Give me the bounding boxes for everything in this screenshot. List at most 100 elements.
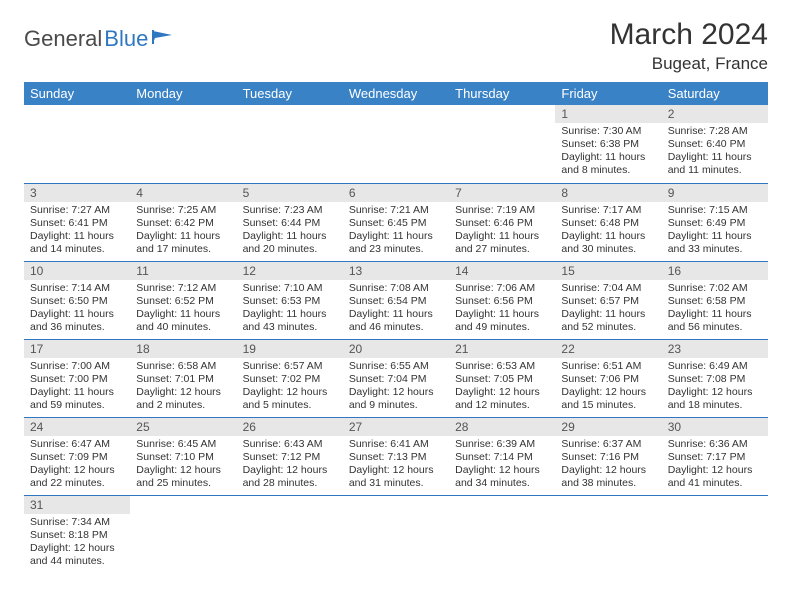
weekday-header: Tuesday xyxy=(237,82,343,105)
day-number xyxy=(555,496,661,514)
day-details: Sunrise: 6:39 AMSunset: 7:14 PMDaylight:… xyxy=(449,436,555,495)
day-details: Sunrise: 7:17 AMSunset: 6:48 PMDaylight:… xyxy=(555,202,661,261)
title-block: March 2024 Bugeat, France xyxy=(610,18,768,74)
day-number: 7 xyxy=(449,184,555,202)
day-details: Sunrise: 7:23 AMSunset: 6:44 PMDaylight:… xyxy=(237,202,343,261)
day-details: Sunrise: 7:25 AMSunset: 6:42 PMDaylight:… xyxy=(130,202,236,261)
calendar-cell xyxy=(343,105,449,183)
day-number: 31 xyxy=(24,496,130,514)
day-details: Sunrise: 7:12 AMSunset: 6:52 PMDaylight:… xyxy=(130,280,236,339)
day-number: 1 xyxy=(555,105,661,123)
calendar-cell: 25Sunrise: 6:45 AMSunset: 7:10 PMDayligh… xyxy=(130,417,236,495)
calendar-cell: 1Sunrise: 7:30 AMSunset: 6:38 PMDaylight… xyxy=(555,105,661,183)
day-number: 14 xyxy=(449,262,555,280)
day-details: Sunrise: 6:45 AMSunset: 7:10 PMDaylight:… xyxy=(130,436,236,495)
calendar-cell: 12Sunrise: 7:10 AMSunset: 6:53 PMDayligh… xyxy=(237,261,343,339)
day-number: 20 xyxy=(343,340,449,358)
day-details: Sunrise: 7:28 AMSunset: 6:40 PMDaylight:… xyxy=(662,123,768,182)
calendar-cell: 15Sunrise: 7:04 AMSunset: 6:57 PMDayligh… xyxy=(555,261,661,339)
day-number: 27 xyxy=(343,418,449,436)
calendar-cell xyxy=(237,105,343,183)
calendar-cell: 19Sunrise: 6:57 AMSunset: 7:02 PMDayligh… xyxy=(237,339,343,417)
day-details: Sunrise: 7:30 AMSunset: 6:38 PMDaylight:… xyxy=(555,123,661,182)
header: General Blue March 2024 Bugeat, France xyxy=(24,18,768,74)
calendar-cell: 2Sunrise: 7:28 AMSunset: 6:40 PMDaylight… xyxy=(662,105,768,183)
day-number: 8 xyxy=(555,184,661,202)
day-number: 12 xyxy=(237,262,343,280)
flag-icon xyxy=(152,29,174,50)
day-number xyxy=(343,496,449,514)
day-details: Sunrise: 6:55 AMSunset: 7:04 PMDaylight:… xyxy=(343,358,449,417)
day-details: Sunrise: 7:04 AMSunset: 6:57 PMDaylight:… xyxy=(555,280,661,339)
day-number: 29 xyxy=(555,418,661,436)
weekday-header: Wednesday xyxy=(343,82,449,105)
day-number: 25 xyxy=(130,418,236,436)
logo-text-dark: General xyxy=(24,26,102,52)
day-number: 21 xyxy=(449,340,555,358)
day-number: 19 xyxy=(237,340,343,358)
day-details: Sunrise: 7:06 AMSunset: 6:56 PMDaylight:… xyxy=(449,280,555,339)
calendar-cell: 14Sunrise: 7:06 AMSunset: 6:56 PMDayligh… xyxy=(449,261,555,339)
day-details: Sunrise: 7:14 AMSunset: 6:50 PMDaylight:… xyxy=(24,280,130,339)
day-number: 3 xyxy=(24,184,130,202)
calendar-cell: 29Sunrise: 6:37 AMSunset: 7:16 PMDayligh… xyxy=(555,417,661,495)
calendar-head: SundayMondayTuesdayWednesdayThursdayFrid… xyxy=(24,82,768,105)
calendar-cell: 16Sunrise: 7:02 AMSunset: 6:58 PMDayligh… xyxy=(662,261,768,339)
calendar-cell: 31Sunrise: 7:34 AMSunset: 8:18 PMDayligh… xyxy=(24,495,130,573)
day-details: Sunrise: 7:19 AMSunset: 6:46 PMDaylight:… xyxy=(449,202,555,261)
day-number: 2 xyxy=(662,105,768,123)
day-number: 18 xyxy=(130,340,236,358)
calendar-cell xyxy=(662,495,768,573)
day-number: 16 xyxy=(662,262,768,280)
calendar-cell xyxy=(130,495,236,573)
day-number: 24 xyxy=(24,418,130,436)
location: Bugeat, France xyxy=(610,54,768,74)
day-number: 26 xyxy=(237,418,343,436)
calendar-cell: 28Sunrise: 6:39 AMSunset: 7:14 PMDayligh… xyxy=(449,417,555,495)
day-number: 22 xyxy=(555,340,661,358)
day-number xyxy=(449,105,555,123)
calendar-cell: 7Sunrise: 7:19 AMSunset: 6:46 PMDaylight… xyxy=(449,183,555,261)
day-details: Sunrise: 6:41 AMSunset: 7:13 PMDaylight:… xyxy=(343,436,449,495)
day-details: Sunrise: 7:27 AMSunset: 6:41 PMDaylight:… xyxy=(24,202,130,261)
calendar-cell: 11Sunrise: 7:12 AMSunset: 6:52 PMDayligh… xyxy=(130,261,236,339)
calendar-cell: 3Sunrise: 7:27 AMSunset: 6:41 PMDaylight… xyxy=(24,183,130,261)
calendar-cell: 8Sunrise: 7:17 AMSunset: 6:48 PMDaylight… xyxy=(555,183,661,261)
day-details: Sunrise: 7:15 AMSunset: 6:49 PMDaylight:… xyxy=(662,202,768,261)
day-number xyxy=(449,496,555,514)
day-number: 17 xyxy=(24,340,130,358)
day-details: Sunrise: 6:36 AMSunset: 7:17 PMDaylight:… xyxy=(662,436,768,495)
day-details: Sunrise: 6:57 AMSunset: 7:02 PMDaylight:… xyxy=(237,358,343,417)
day-details: Sunrise: 6:49 AMSunset: 7:08 PMDaylight:… xyxy=(662,358,768,417)
calendar-cell xyxy=(449,495,555,573)
day-number xyxy=(662,496,768,514)
calendar-cell: 5Sunrise: 7:23 AMSunset: 6:44 PMDaylight… xyxy=(237,183,343,261)
day-details: Sunrise: 6:43 AMSunset: 7:12 PMDaylight:… xyxy=(237,436,343,495)
day-number xyxy=(237,105,343,123)
logo: General Blue xyxy=(24,18,174,52)
calendar-cell xyxy=(343,495,449,573)
day-details: Sunrise: 7:21 AMSunset: 6:45 PMDaylight:… xyxy=(343,202,449,261)
calendar-cell: 24Sunrise: 6:47 AMSunset: 7:09 PMDayligh… xyxy=(24,417,130,495)
day-number: 4 xyxy=(130,184,236,202)
weekday-header: Monday xyxy=(130,82,236,105)
calendar-cell xyxy=(237,495,343,573)
day-details: Sunrise: 7:02 AMSunset: 6:58 PMDaylight:… xyxy=(662,280,768,339)
day-number: 6 xyxy=(343,184,449,202)
calendar-cell: 20Sunrise: 6:55 AMSunset: 7:04 PMDayligh… xyxy=(343,339,449,417)
weekday-header: Saturday xyxy=(662,82,768,105)
calendar-cell: 9Sunrise: 7:15 AMSunset: 6:49 PMDaylight… xyxy=(662,183,768,261)
day-number: 15 xyxy=(555,262,661,280)
month-title: March 2024 xyxy=(610,18,768,52)
day-details: Sunrise: 7:10 AMSunset: 6:53 PMDaylight:… xyxy=(237,280,343,339)
calendar-cell xyxy=(449,105,555,183)
weekday-header: Sunday xyxy=(24,82,130,105)
calendar-cell: 10Sunrise: 7:14 AMSunset: 6:50 PMDayligh… xyxy=(24,261,130,339)
day-number: 9 xyxy=(662,184,768,202)
calendar-cell: 4Sunrise: 7:25 AMSunset: 6:42 PMDaylight… xyxy=(130,183,236,261)
day-details: Sunrise: 7:08 AMSunset: 6:54 PMDaylight:… xyxy=(343,280,449,339)
day-number xyxy=(130,105,236,123)
day-details: Sunrise: 6:37 AMSunset: 7:16 PMDaylight:… xyxy=(555,436,661,495)
day-number: 13 xyxy=(343,262,449,280)
day-details: Sunrise: 6:51 AMSunset: 7:06 PMDaylight:… xyxy=(555,358,661,417)
